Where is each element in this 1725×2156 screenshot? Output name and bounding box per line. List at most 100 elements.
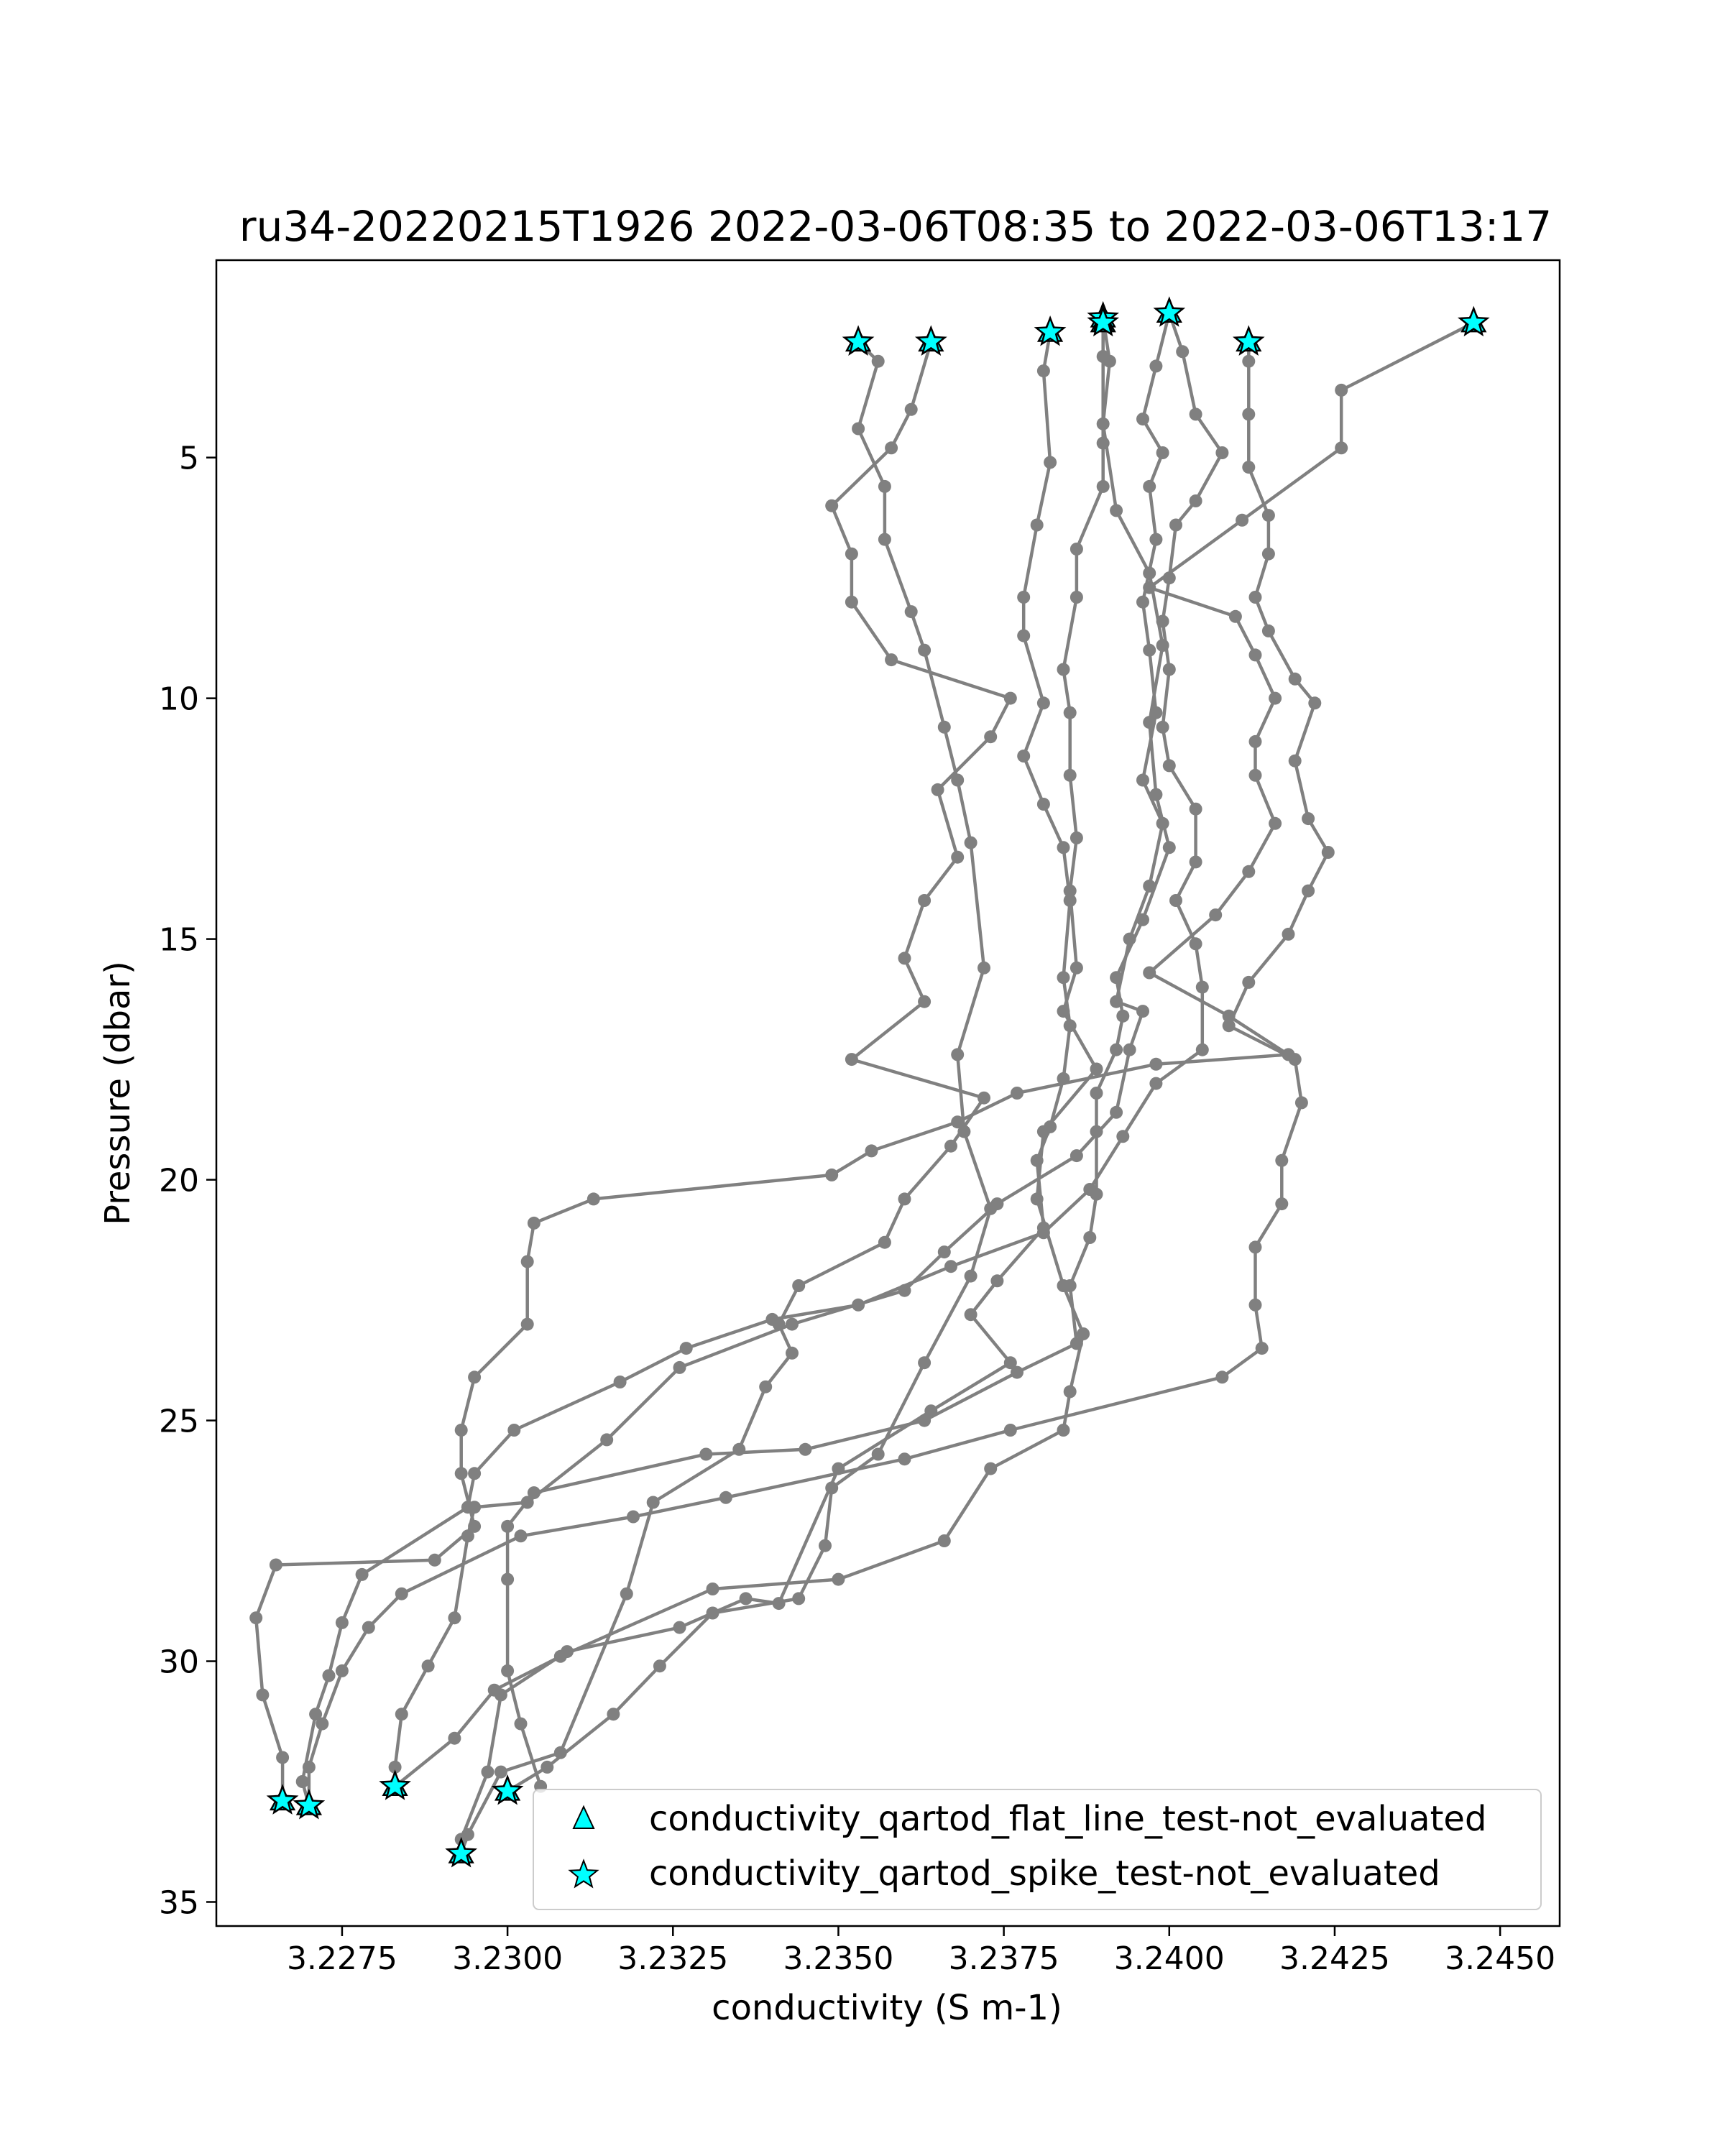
profile-point xyxy=(613,1376,627,1388)
profile-point xyxy=(627,1510,640,1524)
profile-point xyxy=(1044,456,1057,469)
profile-point xyxy=(395,1708,408,1721)
profile-point xyxy=(1136,773,1149,787)
profile-point xyxy=(865,1144,878,1158)
profile-point xyxy=(1156,720,1169,734)
profile-point xyxy=(1057,1424,1070,1437)
profile-point xyxy=(256,1688,270,1702)
y-axis-label: Pressure (dbar) xyxy=(98,961,138,1225)
profile-point xyxy=(1036,798,1050,811)
profile-point xyxy=(1149,359,1163,373)
profile-point xyxy=(335,1616,349,1629)
profile-point xyxy=(1149,533,1163,546)
profile-point xyxy=(1036,696,1050,710)
profile-point xyxy=(1236,513,1249,527)
profile-point xyxy=(918,1356,932,1370)
profile-point xyxy=(1143,581,1156,594)
x-tick-label: 3.2275 xyxy=(287,1940,397,1977)
profile-point xyxy=(699,1447,713,1461)
profile-point xyxy=(978,961,990,975)
spike-test-not-evaluated-marker xyxy=(491,1774,524,1805)
profile-point xyxy=(1096,417,1110,430)
profile-point xyxy=(1063,706,1077,719)
profile-point xyxy=(1242,354,1256,368)
profile-point xyxy=(871,354,885,368)
profile-point xyxy=(1189,855,1202,869)
profile-point xyxy=(1189,407,1202,421)
profile-point xyxy=(269,1558,282,1572)
y-tick-label: 35 xyxy=(159,1885,199,1922)
profile-point xyxy=(937,1245,951,1259)
profile-point xyxy=(1083,1183,1097,1196)
profile-line-2 xyxy=(459,341,1013,1855)
profile-point xyxy=(1248,1240,1262,1254)
profile-point xyxy=(845,547,858,561)
profile-point xyxy=(1030,1192,1044,1206)
profile-point xyxy=(1116,1009,1130,1023)
profile-point xyxy=(1123,1043,1136,1056)
profile-point xyxy=(799,1442,812,1456)
profile-point xyxy=(1003,1356,1017,1370)
plot-area-frame xyxy=(215,259,1561,1927)
profile-point xyxy=(335,1664,349,1677)
profile-point xyxy=(1011,1087,1024,1100)
profile-point xyxy=(468,1370,482,1384)
profile-point xyxy=(1149,788,1163,801)
profile-point xyxy=(871,1447,885,1461)
profile-point xyxy=(1003,691,1017,705)
x-axis-label: conductivity (S m-1) xyxy=(712,1988,1062,2028)
spike-test-not-evaluated-marker xyxy=(1232,325,1265,356)
profile-point xyxy=(792,1592,806,1606)
profile-point xyxy=(1282,927,1295,941)
profile-point xyxy=(918,643,932,657)
profile-point xyxy=(1110,504,1123,517)
profile-point xyxy=(1215,1370,1229,1384)
profile-point xyxy=(1057,663,1070,676)
profile-point xyxy=(1162,759,1176,773)
profile-point xyxy=(494,1765,507,1779)
profile-point xyxy=(1083,1231,1097,1244)
profile-point xyxy=(1162,663,1176,676)
profile-point xyxy=(1195,980,1209,994)
profile-point xyxy=(1176,345,1190,359)
profile-point xyxy=(937,1534,951,1547)
chart-title: ru34-20220215T1926 2022-03-06T08:35 to 2… xyxy=(239,202,1552,251)
profile-point xyxy=(646,1496,660,1509)
profile-point xyxy=(1149,1057,1163,1071)
profile-point xyxy=(507,1424,521,1437)
profile-point xyxy=(1335,441,1348,455)
profile-point xyxy=(1261,624,1275,637)
profile-point xyxy=(792,1279,806,1292)
profile-point xyxy=(845,595,858,609)
profile-point xyxy=(553,1649,567,1663)
profile-point xyxy=(1335,383,1348,397)
profile-point xyxy=(468,1467,482,1480)
profile-point xyxy=(468,1519,482,1533)
profile-point xyxy=(1222,1019,1236,1033)
profile-point xyxy=(1110,1043,1123,1056)
profile-point xyxy=(1294,1096,1308,1110)
profile-point xyxy=(786,1346,799,1360)
profile-point xyxy=(540,1760,554,1774)
profile-point xyxy=(520,1496,534,1509)
profile-point xyxy=(1030,518,1044,532)
profile-point xyxy=(878,533,891,546)
x-axis: 3.2275 3.2300 3.2325 3.2350 3.2375 3.2400 3.24… xyxy=(287,1926,1555,1977)
profile-point xyxy=(1162,841,1176,854)
x-tick-label: 3.2350 xyxy=(783,1940,893,1977)
profile-point xyxy=(1017,750,1031,763)
profile-point xyxy=(1275,1153,1289,1167)
profile-point xyxy=(1143,879,1156,893)
profile-point xyxy=(1136,1005,1149,1018)
profile-point xyxy=(1096,479,1110,493)
profile-point xyxy=(825,499,839,512)
profile-point xyxy=(448,1611,461,1625)
profile-point xyxy=(1057,971,1070,985)
profile-point xyxy=(1282,1048,1295,1061)
profile-point xyxy=(951,1048,965,1061)
profile-point xyxy=(1011,1365,1024,1379)
profile-point xyxy=(1143,643,1156,657)
legend-label-flat-line: conductivity_qartod_flat_line_test-not_e… xyxy=(649,1799,1486,1839)
y-axis: 5 10 15 20 25 30 35 xyxy=(159,441,216,1922)
profile-point xyxy=(1149,1077,1163,1090)
